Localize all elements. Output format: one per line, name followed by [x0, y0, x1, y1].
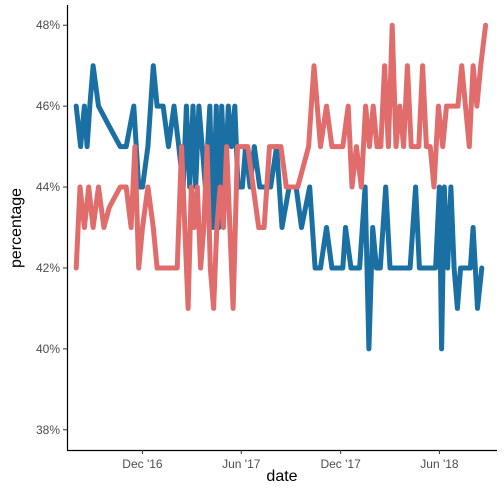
series-line-1	[73, 63, 485, 352]
y-axis-ticks: 38% 40% 42% 44% 46% 48%	[36, 18, 67, 437]
x-tick-label: Jun '18	[420, 457, 459, 471]
y-tick-label: 46%	[36, 99, 60, 113]
y-tick-label: 38%	[36, 423, 60, 437]
series-line-2	[73, 22, 489, 311]
y-tick-label: 42%	[36, 261, 60, 275]
x-tick-label: Jun '17	[222, 457, 261, 471]
x-tick-label: Dec '17	[320, 457, 361, 471]
y-tick-label: 40%	[36, 342, 60, 356]
y-tick-label: 48%	[36, 18, 60, 32]
series-layer	[73, 22, 489, 352]
y-axis-title: percentage	[8, 188, 25, 268]
x-axis-title: date	[266, 468, 297, 485]
x-tick-label: Dec '16	[122, 457, 163, 471]
x-axis-ticks: Dec '16 Jun '17 Dec '17 Jun '18	[122, 450, 459, 471]
y-tick-label: 44%	[36, 180, 60, 194]
